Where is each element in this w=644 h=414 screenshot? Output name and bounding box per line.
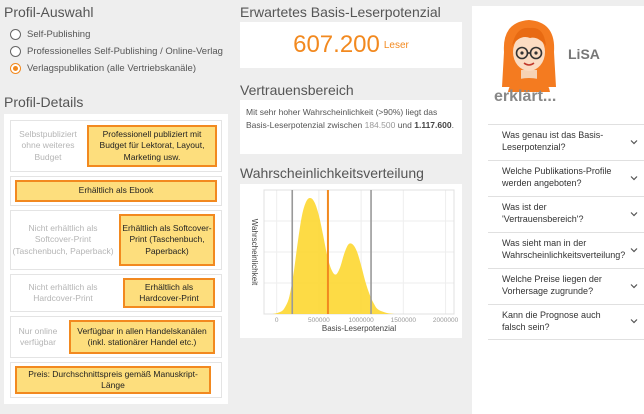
detail-active-badge: Preis: Durchschnittspreis gemäß Manuskri… <box>15 366 211 394</box>
y-axis-label: Wahrscheinlichkeit <box>250 219 259 286</box>
distribution-chart: 0 500000 1000000 1500000 2000000 Basis-Leserp… <box>250 189 459 333</box>
detail-inactive-text: Nicht erhältlich als Hardcover-Print <box>28 281 98 303</box>
confidence-high: 1.117.600 <box>414 120 452 131</box>
chevron-down-icon <box>630 283 638 288</box>
detail-inactive-text: Selbstpubliziert ohne weiteres Budget <box>19 128 77 162</box>
faq-question: Kann die Prognose auch falsch sein? <box>502 310 601 333</box>
potential-unit: Leser <box>383 39 409 51</box>
radio-circle[interactable] <box>10 29 21 40</box>
faq-question: Was ist der 'Vertrauensbereich'? <box>502 202 584 225</box>
detail-active-badge: Erhältlich als Ebook <box>15 180 217 202</box>
density-area <box>264 197 395 314</box>
radio-self-publishing[interactable]: Self-Publishing <box>10 26 228 43</box>
radio-circle[interactable] <box>10 46 21 57</box>
profile-select-title: Profil-Auswahl <box>4 4 94 20</box>
confidence-text-part: . <box>451 120 454 131</box>
confidence-text-part: Mit sehr hoher Wahrscheinlichkeit (>90%)… <box>246 107 438 131</box>
radio-publisher[interactable]: Verlagspublikation (alle Vertriebskanäle… <box>10 60 228 77</box>
profile-details-title: Profil-Details <box>4 94 84 110</box>
detail-active-badge: Erhältlich als Hardcover-Print <box>123 278 215 308</box>
detail-inactive-text: Nur online verfügbar <box>18 325 58 347</box>
radio-professional-self-publishing[interactable]: Professionelles Self-Publishing / Online… <box>10 43 228 60</box>
avatar <box>502 20 556 92</box>
faq-item-profiles[interactable]: Welche Publikations-Profile werden angeb… <box>488 160 644 196</box>
detail-active-badge: Professionell publiziert mit Budget für … <box>87 125 217 167</box>
x-tick-label: 2000000 <box>433 317 459 324</box>
faq-question: Was genau ist das Basis-Leserpotenzial? <box>502 130 604 153</box>
confidence-text: Mit sehr hoher Wahrscheinlichkeit (>90%)… <box>246 106 456 132</box>
detail-row-hardcover: Nicht erhältlich als Hardcover-Print Erh… <box>10 274 222 312</box>
x-axis-label: Basis-Leserpotenzial <box>322 324 396 333</box>
x-tick-label: 0 <box>275 317 279 324</box>
lisa-explains: erklärt... <box>494 88 557 105</box>
detail-row-channels: Nur online verfügbar Verfügbar in allen … <box>10 316 222 358</box>
detail-active-badge: Verfügbar in allen Handelskanälen (inkl.… <box>69 320 215 354</box>
detail-inactive-text: Nicht erhältlich als Softcover-Print (Ta… <box>12 222 114 256</box>
faq-item-basis-leserpotenzial[interactable]: Was genau ist das Basis-Leserpotenzial? <box>488 124 644 160</box>
radio-circle-checked[interactable] <box>10 63 21 74</box>
profile-radio-group: Self-Publishing Professionelles Self-Pub… <box>10 26 228 77</box>
potential-value: 607.200 <box>293 31 380 58</box>
radio-label: Verlagspublikation (alle Vertriebskanäle… <box>27 63 196 74</box>
detail-row-ebook: Erhältlich als Ebook <box>10 176 222 206</box>
potential-title: Erwartetes Basis-Leserpotenzial <box>240 4 441 20</box>
faq-question: Was sieht man in der Wahrscheinlichkeits… <box>502 238 626 261</box>
profile-details-panel: Selbstpubliziert ohne weiteres Budget Pr… <box>4 114 228 404</box>
faq-item-confidence[interactable]: Was ist der 'Vertrauensbereich'? <box>488 196 644 232</box>
confidence-text-part: und <box>395 120 415 131</box>
faq-item-prices[interactable]: Welche Preise liegen der Vorhersage zugr… <box>488 268 644 304</box>
x-tick-label: 1000000 <box>348 317 374 324</box>
x-tick-label: 500000 <box>308 317 330 324</box>
confidence-title: Vertrauensbereich <box>240 82 354 98</box>
confidence-card: Mit sehr hoher Wahrscheinlichkeit (>90%)… <box>240 100 462 154</box>
detail-row-softcover: Nicht erhältlich als Softcover-Print (Ta… <box>10 210 222 270</box>
faq-question: Welche Publikations-Profile werden angeb… <box>502 166 612 189</box>
lisa-panel: LiSA erklärt... Was genau ist das Basis-… <box>472 6 644 414</box>
detail-row-budget: Selbstpubliziert ohne weiteres Budget Pr… <box>10 120 222 172</box>
radio-label: Professionelles Self-Publishing / Online… <box>27 46 223 57</box>
faq-item-distribution[interactable]: Was sieht man in der Wahrscheinlichkeits… <box>488 232 644 268</box>
chevron-down-icon <box>630 211 638 216</box>
distribution-title: Wahrscheinlichkeitsverteilung <box>240 165 424 181</box>
potential-card: 607.200 Leser <box>240 22 462 68</box>
chevron-down-icon <box>630 319 638 324</box>
x-tick-label: 1500000 <box>391 317 417 324</box>
detail-active-badge: Erhältlich als Softcover-Print (Taschenb… <box>119 214 215 266</box>
chevron-down-icon <box>630 247 638 252</box>
faq-item-forecast-wrong[interactable]: Kann die Prognose auch falsch sein? <box>488 304 644 340</box>
lisa-name: LiSA <box>568 46 600 62</box>
chevron-down-icon <box>630 175 638 180</box>
confidence-low: 184.500 <box>364 120 396 131</box>
radio-label: Self-Publishing <box>27 29 91 40</box>
distribution-card: 0 500000 1000000 1500000 2000000 Basis-Leserp… <box>240 184 462 338</box>
faq-question: Welche Preise liegen der Vorhersage zugr… <box>502 274 602 297</box>
detail-row-price: Preis: Durchschnittspreis gemäß Manuskri… <box>10 362 222 398</box>
chevron-down-icon <box>630 139 638 144</box>
